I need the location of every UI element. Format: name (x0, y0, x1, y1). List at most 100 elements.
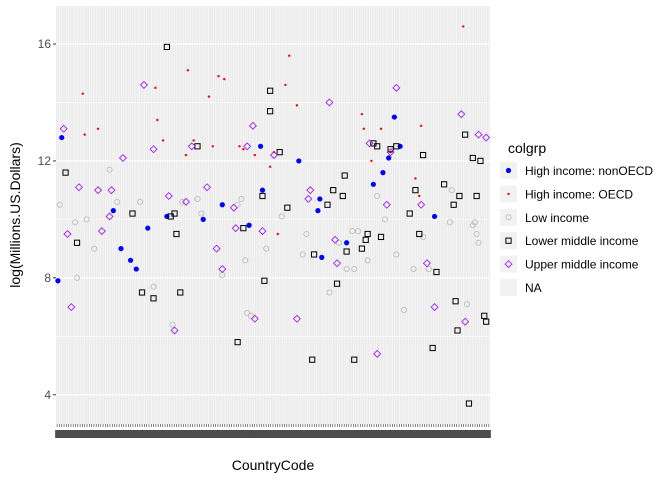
x-tick-label (408, 430, 413, 438)
data-point (154, 86, 157, 90)
data-point (456, 192, 463, 200)
x-tick-label (310, 430, 315, 438)
x-tick-label (128, 430, 133, 438)
data-point (139, 80, 148, 89)
x-tick-label (303, 430, 308, 438)
x-tick-label (220, 430, 225, 438)
x-tick-label (342, 430, 347, 438)
legend-entry-label: High income: OECD (525, 187, 633, 201)
data-point (362, 236, 369, 243)
x-tick-label (372, 430, 377, 438)
legend-symbol (507, 192, 510, 196)
legend-symbol (505, 237, 512, 244)
data-point (462, 131, 469, 138)
data-point (259, 192, 266, 200)
x-tick-label (169, 430, 174, 438)
data-point (303, 230, 310, 238)
x-tick-label (404, 430, 409, 438)
x-tick-label (87, 430, 92, 438)
data-point (229, 203, 238, 212)
x-tick-label (307, 430, 312, 438)
data-point (331, 235, 340, 244)
data-point (473, 192, 480, 200)
x-tick-label (78, 430, 83, 438)
data-point (127, 257, 134, 263)
x-axis-ticks (55, 424, 491, 438)
data-point (73, 239, 81, 246)
data-point (419, 124, 423, 128)
data-point (317, 196, 323, 202)
data-point (91, 245, 98, 252)
data-point (81, 92, 84, 95)
data-point (94, 186, 103, 195)
data-point (200, 216, 206, 222)
x-tick-label (55, 430, 60, 438)
data-point (288, 54, 291, 57)
x-tick-label (466, 430, 471, 438)
data-point (257, 143, 264, 149)
x-tick-label (323, 430, 328, 438)
x-tick-label (105, 430, 110, 438)
data-point (335, 239, 343, 246)
x-tick-label (188, 430, 193, 438)
data-point (380, 170, 386, 176)
data-point (276, 149, 283, 156)
data-point (133, 266, 139, 272)
y-axis-title: log(Millions.US.Dollars) (7, 142, 23, 287)
data-point (481, 312, 488, 319)
x-tick-label (314, 430, 319, 438)
x-tick-label (482, 430, 487, 438)
data-point (73, 274, 81, 281)
legend-symbol (505, 167, 512, 174)
x-tick-label (107, 430, 112, 438)
x-tick-label (257, 430, 262, 438)
x-tick-label (275, 430, 280, 438)
x-tick-label (374, 430, 379, 438)
data-point (55, 278, 61, 284)
x-tick-label (151, 430, 156, 438)
x-tick-label (287, 430, 292, 438)
x-axis-title: CountryCode (232, 457, 315, 473)
x-tick-label (245, 430, 250, 438)
data-point (106, 166, 113, 173)
data-point (194, 195, 201, 202)
data-point (250, 314, 259, 323)
x-tick-label (427, 430, 432, 438)
x-tick-label (126, 430, 131, 438)
x-tick-label (238, 430, 243, 438)
x-tick-label (289, 430, 294, 438)
x-tick-label (367, 430, 372, 438)
data-point (465, 400, 473, 407)
x-tick-label (349, 430, 354, 438)
x-tick-label (277, 430, 282, 438)
data-point (267, 108, 274, 115)
legend-entry-label: High income: nonOECD (525, 164, 653, 178)
data-point (243, 142, 252, 151)
data-point (184, 153, 188, 157)
x-tick-label (204, 430, 209, 438)
data-point (452, 298, 459, 305)
data-point (110, 208, 116, 214)
x-tick-label (415, 430, 420, 438)
data-point (431, 213, 438, 220)
x-tick-label (459, 430, 464, 438)
x-tick-label (174, 430, 179, 438)
data-point (417, 200, 426, 209)
data-point (365, 139, 374, 148)
data-point (284, 83, 287, 87)
x-tick-label (231, 430, 236, 438)
y-tick-label: 8 (44, 271, 51, 285)
x-tick-label (440, 430, 445, 438)
data-point (344, 240, 350, 246)
data-point (97, 227, 106, 236)
data-point (422, 259, 431, 268)
data-point (276, 232, 279, 236)
data-point (207, 95, 211, 98)
data-point (242, 257, 249, 264)
x-tick-label (291, 430, 296, 438)
x-tick-label (64, 430, 69, 438)
data-point (83, 133, 86, 136)
x-tick-label (140, 430, 145, 438)
data-point (263, 245, 270, 252)
x-tick-label (96, 430, 101, 438)
